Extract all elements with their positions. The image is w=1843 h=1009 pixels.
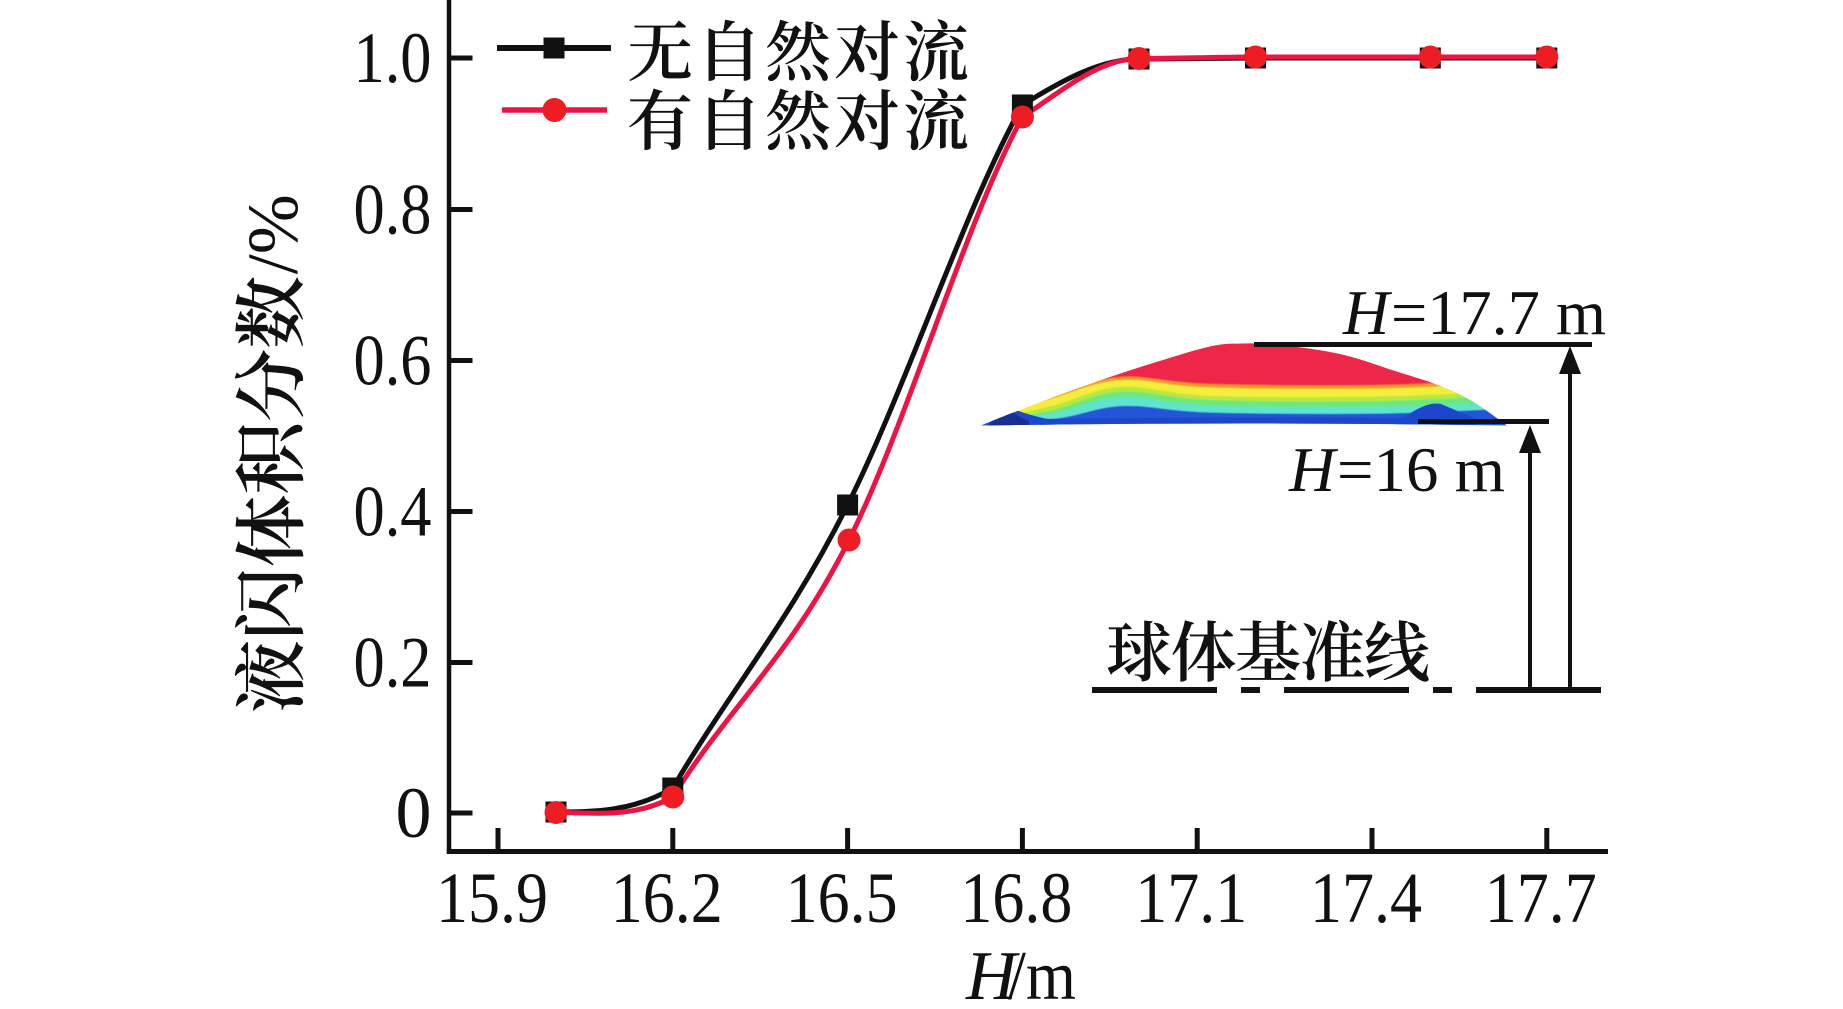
svg-text:17.1: 17.1 xyxy=(1135,858,1247,938)
svg-text:0.4: 0.4 xyxy=(354,472,432,552)
svg-text:17.4: 17.4 xyxy=(1310,858,1422,938)
svg-text:16.8: 16.8 xyxy=(960,858,1072,938)
svg-text:H: H xyxy=(1342,277,1393,348)
svg-text:H: H xyxy=(1288,434,1339,505)
svg-text:0.8: 0.8 xyxy=(354,170,432,250)
svg-text:/%: /% xyxy=(233,194,313,274)
svg-text:=16 m: =16 m xyxy=(1337,434,1505,505)
svg-text:=17.7 m: =17.7 m xyxy=(1391,277,1606,348)
svg-text:16.2: 16.2 xyxy=(611,858,723,938)
svg-text:/m: /m xyxy=(1008,938,1076,1004)
svg-text:17.7: 17.7 xyxy=(1485,858,1597,938)
svg-text:0.2: 0.2 xyxy=(354,623,432,703)
svg-text:15.9: 15.9 xyxy=(436,858,548,938)
svg-text:0.6: 0.6 xyxy=(354,321,432,401)
svg-text:H: H xyxy=(965,938,1020,1004)
svg-text:0: 0 xyxy=(396,773,432,853)
svg-text:1.0: 1.0 xyxy=(354,18,432,98)
svg-text:16.5: 16.5 xyxy=(786,858,898,938)
